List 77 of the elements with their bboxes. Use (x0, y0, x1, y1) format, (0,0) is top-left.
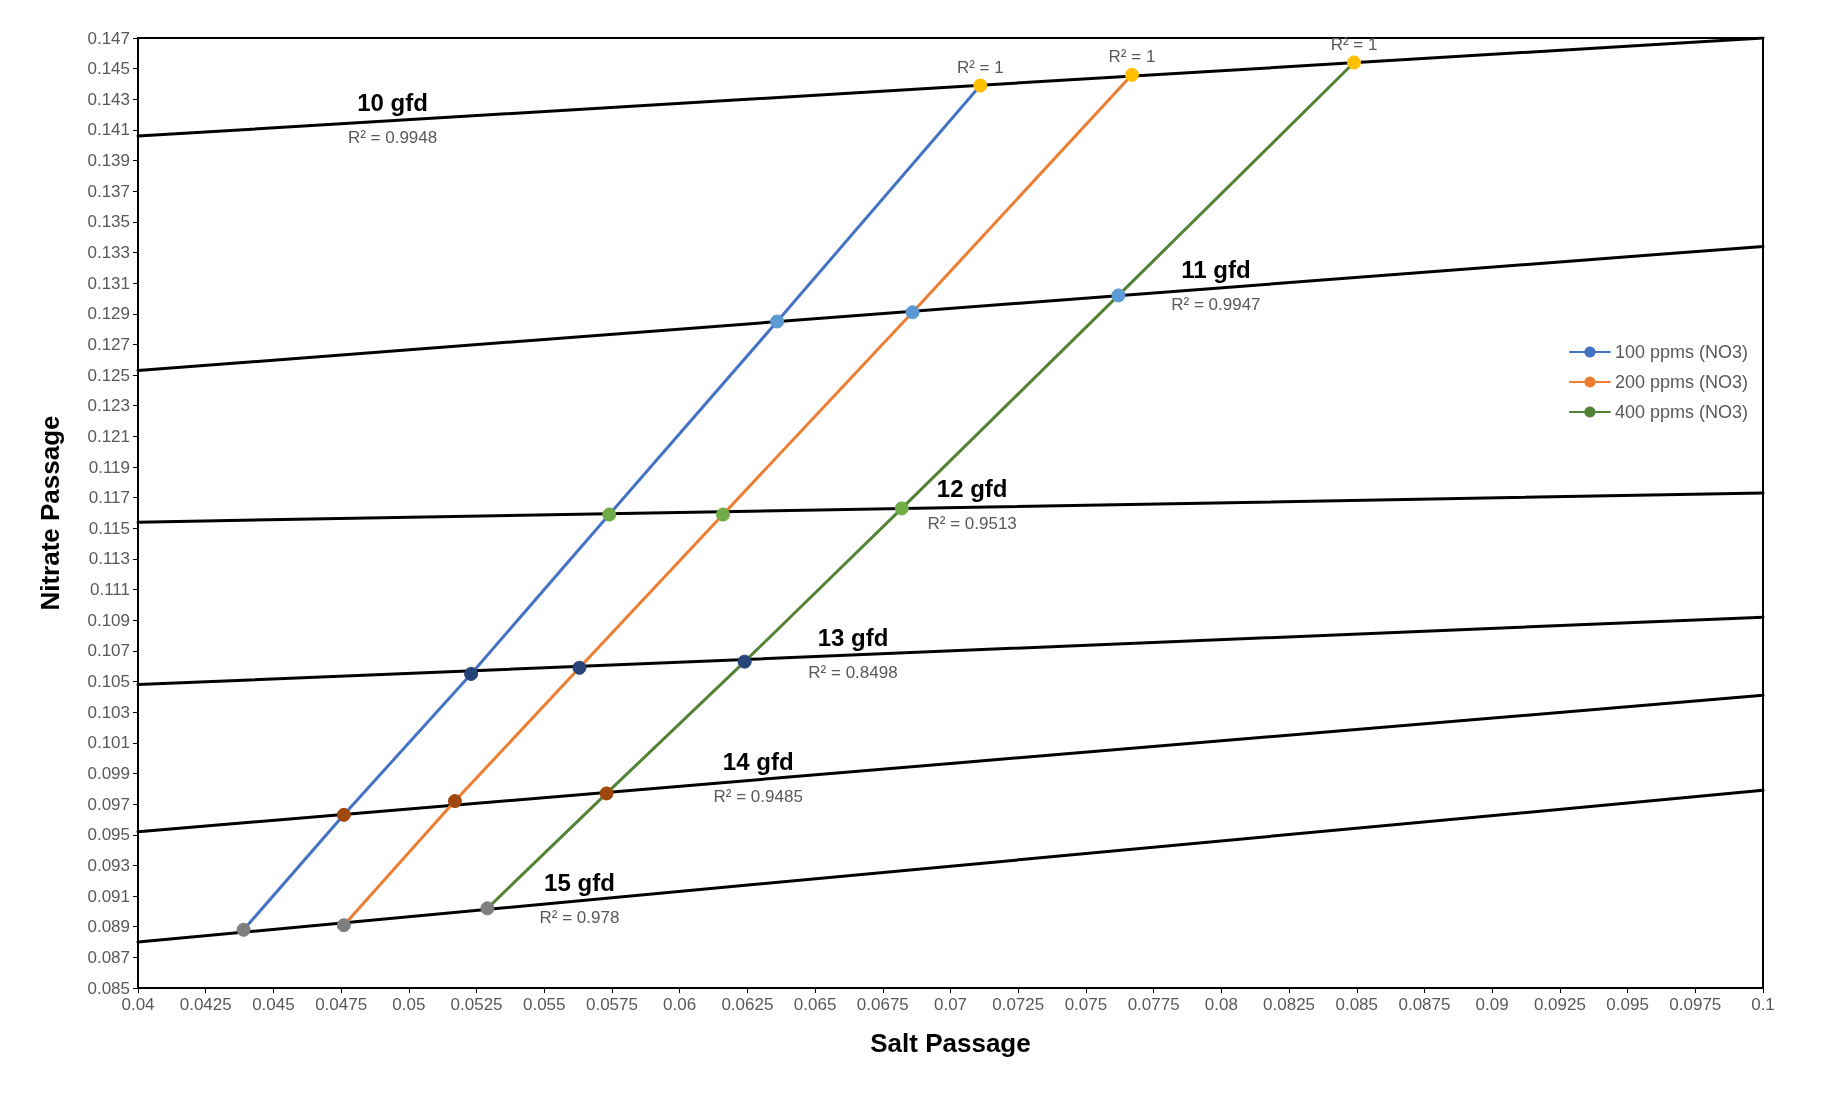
y-tick-label: 0.095 (87, 825, 130, 845)
x-tick-label: 0.065 (793, 995, 837, 1014)
y-tick-label: 0.131 (87, 273, 130, 293)
series-label: 14 gfd (722, 748, 794, 776)
x-tick-label: 0.04 (121, 995, 155, 1014)
y-tick-label: 0.121 (87, 426, 130, 446)
y-tick-label: 0.125 (87, 365, 130, 385)
x-tick-label: 0.08 (1204, 995, 1238, 1014)
y-tick-label: 0.099 (87, 763, 130, 783)
x-tick-label: 0.0675 (856, 995, 909, 1014)
y-tick-label: 0.103 (87, 702, 130, 722)
series-label: 11 gfd (1181, 256, 1251, 284)
y-tick-label: 0.147 (87, 28, 130, 48)
x-tick-label: 0.0875 (1398, 995, 1451, 1014)
x-tick-label: 0.0475 (315, 995, 368, 1014)
x-tick-label: 0.095 (1606, 995, 1649, 1014)
x-tick-label: 0.0975 (1669, 995, 1722, 1014)
y-tick-label: 0.145 (87, 59, 130, 79)
x-tick-label: 0.055 (522, 995, 566, 1014)
y-tick-label: 0.135 (87, 212, 130, 232)
y-tick-label: 0.101 (87, 733, 130, 753)
legend-label: 200 ppms (NO3) (1614, 372, 1749, 392)
legend-label: 100 ppms (NO3) (1614, 342, 1749, 362)
y-tick-label: 0.133 (87, 243, 130, 263)
annotation: R² = 0.9485 (713, 786, 803, 806)
x-tick-label: 0.075 (1064, 995, 1108, 1014)
y-tick-label: 0.091 (87, 886, 130, 906)
y-tick-label: 0.127 (87, 334, 130, 354)
y-tick-label: 0.115 (88, 518, 130, 538)
y-tick-label: 0.123 (87, 396, 130, 416)
annotation: R² = 1 (1108, 46, 1156, 66)
y-tick-label: 0.141 (87, 120, 130, 140)
y-tick-label: 0.089 (87, 917, 130, 937)
annotation: R² = 0.9947 (1171, 294, 1261, 314)
x-tick-label: 0.0625 (721, 995, 774, 1014)
x-tick-label: 0.045 (252, 995, 295, 1014)
y-tick-label: 0.143 (87, 89, 130, 109)
y-tick-label: 0.137 (87, 181, 130, 201)
x-tick-label: 0.1 (1751, 995, 1775, 1014)
annotation: R² = 1 (1330, 34, 1378, 54)
annotation: R² = 0.9513 (927, 513, 1017, 533)
annotation: R² = 0.8498 (808, 662, 898, 682)
y-tick-label: 0.105 (87, 672, 130, 692)
y-tick-label: 0.085 (87, 978, 130, 998)
annotation: R² = 0.9948 (347, 127, 438, 147)
y-tick-label: 0.139 (87, 151, 130, 171)
x-tick-label: 0.05 (392, 995, 426, 1014)
y-tick-label: 0.113 (88, 549, 130, 569)
x-tick-label: 0.0525 (450, 995, 503, 1014)
annotation: R² = 1 (956, 57, 1004, 77)
y-tick-label: 0.087 (87, 947, 130, 967)
y-tick-label: 0.117 (88, 488, 130, 508)
y-tick-label: 0.107 (87, 641, 130, 661)
y-tick-label: 0.093 (87, 855, 130, 875)
series-label: 13 gfd (817, 624, 889, 651)
x-tick-label: 0.0725 (992, 995, 1045, 1014)
y-tick-label: 0.097 (87, 794, 130, 814)
x-tick-label: 0.0575 (585, 995, 638, 1014)
series-label: 15 gfd (544, 869, 615, 897)
legend-label: 400 ppms (NO3) (1614, 402, 1749, 422)
y-tick-label: 0.109 (87, 610, 130, 630)
y-tick-label: 0.111 (89, 580, 130, 600)
series-label: 10 gfd (357, 89, 428, 117)
y-tick-label: 0.119 (88, 457, 130, 477)
x-tick-label: 0.0425 (179, 995, 232, 1014)
x-tick-label: 0.09 (1475, 995, 1509, 1014)
x-tick-label: 0.0925 (1533, 995, 1586, 1014)
x-tick-label: 0.0775 (1127, 995, 1180, 1014)
x-tick-label: 0.0825 (1263, 995, 1316, 1014)
annotation: R² = 0.978 (539, 907, 620, 927)
x-tick-label: 0.07 (933, 995, 968, 1014)
y-tick-label: 0.129 (87, 304, 130, 324)
x-axis-title: Salt Passage (870, 1028, 1031, 1058)
series-label: 12 gfd (936, 475, 1008, 503)
y-axis-title: Nitrate Passage (35, 415, 65, 611)
x-tick-label: 0.06 (663, 995, 697, 1014)
x-tick-label: 0.085 (1335, 995, 1379, 1014)
